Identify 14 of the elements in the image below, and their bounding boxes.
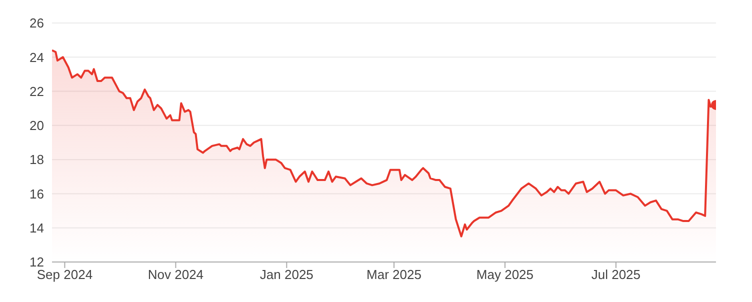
- y-tick-label: 20: [30, 118, 44, 134]
- y-tick-label: 14: [30, 220, 44, 236]
- y-tick-label: 12: [30, 254, 44, 270]
- y-tick-label: 16: [30, 186, 44, 202]
- y-tick-label: 24: [30, 50, 44, 65]
- x-tick-label: Jan 2025: [260, 267, 314, 282]
- x-tick-label: Jul 2025: [591, 267, 641, 282]
- x-tick-label: Mar 2025: [366, 267, 422, 282]
- y-tick-label: 22: [30, 84, 44, 99]
- x-tick-label: Nov 2024: [148, 267, 204, 282]
- x-tick-label: Sep 2024: [36, 267, 93, 282]
- y-tick-label: 18: [30, 152, 44, 168]
- x-tick-label: May 2025: [476, 267, 534, 282]
- y-tick-label: 26: [30, 16, 44, 31]
